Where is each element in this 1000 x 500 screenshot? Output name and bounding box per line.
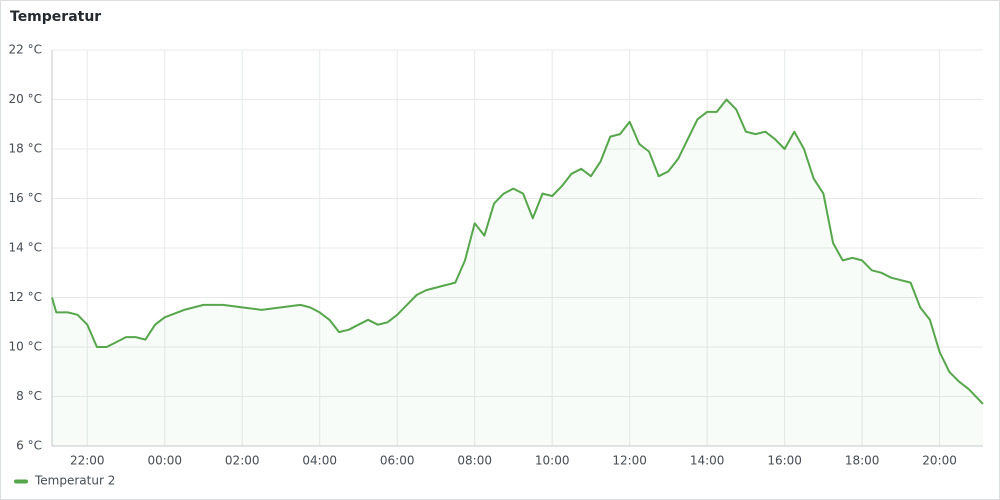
- y-tick-label: 22 °C: [9, 43, 42, 57]
- data-line: [51, 98, 984, 405]
- area-fill: [52, 99, 983, 446]
- x-tick-label: 12:00: [612, 454, 647, 468]
- x-tick-label: 02:00: [225, 454, 260, 468]
- y-tick-label: 8 °C: [16, 389, 42, 403]
- chart-title: Temperatur: [10, 9, 101, 25]
- y-tick-label: 12 °C: [9, 290, 42, 304]
- y-tick-label: 18 °C: [9, 142, 42, 156]
- y-tick-label: 20 °C: [9, 92, 42, 106]
- x-tick-label: 10:00: [535, 454, 570, 468]
- x-tick-label: 18:00: [845, 454, 880, 468]
- legend-swatch: [14, 479, 28, 484]
- legend-label: Temperatur 2: [34, 474, 115, 488]
- x-tick-label: 08:00: [457, 454, 492, 468]
- x-tick-label: 04:00: [302, 454, 337, 468]
- y-tick-label: 14 °C: [9, 241, 42, 255]
- y-tick-label: 6 °C: [16, 439, 42, 453]
- x-tick-label: 22:00: [70, 454, 105, 468]
- x-tick-label: 00:00: [147, 454, 182, 468]
- x-tick-label: 16:00: [767, 454, 802, 468]
- x-tick-label: 14:00: [690, 454, 725, 468]
- y-tick-label: 16 °C: [9, 191, 42, 205]
- x-tick-label: 20:00: [922, 454, 957, 468]
- y-tick-label: 10 °C: [9, 340, 42, 354]
- x-tick-label: 06:00: [380, 454, 415, 468]
